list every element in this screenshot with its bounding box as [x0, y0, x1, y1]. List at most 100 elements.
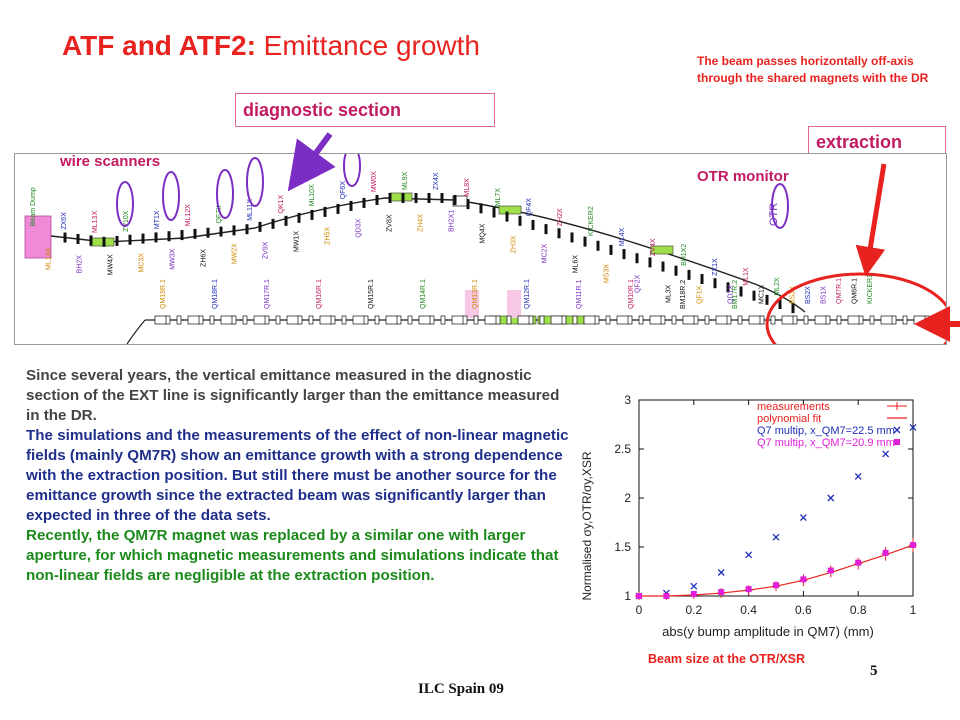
magnet-tick	[648, 257, 652, 268]
beam-note: The beam passes horizontally off-axis th…	[697, 54, 929, 85]
magnet-tick	[518, 215, 522, 226]
lattice-label: ML4X	[619, 227, 626, 246]
magnet-tick	[115, 235, 119, 246]
ring-magnet	[693, 315, 699, 325]
lattice-label: ZH5X	[325, 227, 332, 245]
magnet-tick	[323, 206, 327, 217]
magnet-tick	[128, 234, 132, 245]
magnet-tick	[193, 228, 197, 239]
lattice-label: QF1X	[697, 285, 704, 304]
lattice-label: ZV9X	[263, 241, 270, 259]
magnet-tick	[232, 225, 236, 236]
ring-magnet	[902, 315, 908, 325]
sim-point-20-9	[745, 586, 752, 593]
sim-point-20-9	[690, 591, 697, 598]
sim-point-20-9	[910, 542, 916, 549]
ring-magnet	[528, 315, 534, 325]
lattice-label: QM10R.1	[628, 279, 635, 309]
x-tick-label: 0	[636, 603, 643, 617]
chart-points	[635, 423, 917, 600]
magnet-tick	[791, 303, 795, 314]
lattice-label: QD3X	[356, 218, 363, 237]
ring-magnet	[891, 315, 897, 325]
x-tick-label: 0.8	[850, 603, 867, 617]
otr-monitor-label: OTR monitor	[697, 168, 789, 185]
magnet-tick	[154, 232, 158, 243]
magnet-tick	[544, 224, 548, 235]
magnet-tick	[76, 233, 80, 244]
ring-magnet	[836, 315, 842, 325]
lattice-label: ZX1X	[712, 258, 719, 276]
lattice-label: MW3X	[170, 248, 177, 269]
magnet-tick	[362, 197, 366, 208]
lattice-label: ZV8X	[387, 214, 394, 232]
ring-magnet	[759, 315, 765, 325]
magnet-tick	[505, 211, 509, 222]
lattice-label: ZV4X	[650, 238, 657, 256]
sim-point-22-5	[882, 450, 890, 458]
y-tick-label: 2.5	[614, 442, 631, 456]
ring-magnet	[660, 315, 666, 325]
ring-magnet	[165, 315, 171, 325]
lattice-label: QM6R.1	[852, 278, 859, 304]
ring-magnet	[858, 315, 864, 325]
lattice-label: QM7R.1	[836, 278, 843, 304]
magnet-tick	[479, 203, 483, 214]
legend-marker	[887, 402, 907, 410]
lattice-label: ML1X	[743, 267, 750, 286]
magnet-tick	[609, 244, 613, 255]
lattice-label: ZH2X	[557, 208, 564, 226]
lattice-label: MW4X	[108, 254, 115, 275]
magnet-tick	[349, 200, 353, 211]
lattice-label: MC1X	[759, 284, 766, 304]
lattice-label: ML7X	[495, 188, 502, 207]
paragraph-3: Recently, the QM7R magnet was replaced b…	[26, 527, 559, 584]
diagnostic-section-label: diagnostic section	[235, 93, 495, 127]
ring-magnet	[374, 315, 380, 325]
magnet-tick	[336, 203, 340, 214]
magnet-tick	[492, 207, 496, 218]
ring-magnet	[462, 315, 468, 325]
legend-marker	[894, 439, 900, 445]
lattice-label: QD1X	[728, 285, 735, 304]
diagnostic-arrow-icon	[287, 132, 336, 192]
magnet-tick	[557, 228, 561, 239]
sim-point-22-5	[854, 472, 862, 480]
lattice-label: MW2X	[232, 243, 239, 264]
wire-scanner-highlight	[216, 169, 234, 219]
ring-magnet	[495, 315, 501, 325]
ring-tag-icon	[507, 290, 521, 318]
magnet-tick	[141, 233, 145, 244]
sim-point-20-9	[663, 593, 670, 599]
extraction-arrow-icon	[855, 163, 887, 277]
lattice-label: QM18R.1	[212, 279, 219, 309]
ring-magnet	[429, 315, 435, 325]
magnet-tick	[388, 193, 392, 203]
magnet-tick	[596, 240, 600, 251]
ring-tag-icon	[465, 290, 479, 318]
lattice-label: ML2X	[774, 277, 781, 296]
extraction-beamline	[50, 197, 806, 313]
magnet-tick	[570, 232, 574, 243]
lattice-diagram: Beam Dump ML14X ZX6X BH2X ML13X MW4X ZV10X MC3X…	[14, 153, 947, 345]
magnet-tick	[245, 224, 249, 235]
lattice-label: KICKER1	[867, 274, 874, 304]
lattice-label: QK1X	[278, 195, 285, 214]
wire-scanner-highlight	[246, 157, 264, 207]
magnet-tick	[375, 194, 379, 205]
body-text: Since several years, the vertical emitta…	[26, 366, 574, 586]
lattice-label: ML9X	[402, 171, 409, 190]
lattice-label: ZH4X	[418, 214, 425, 232]
sim-point-20-9	[800, 576, 807, 583]
lattice-label: MW1X	[294, 231, 301, 252]
ring-magnet	[506, 315, 512, 325]
y-tick-label: 2	[624, 491, 631, 505]
magnet-tick	[401, 193, 405, 203]
magnet-tick	[219, 226, 223, 237]
magnet-tick	[427, 193, 431, 203]
chart-caption: Beam size at the OTR/XSR	[648, 652, 805, 666]
magnet-tick	[583, 236, 587, 247]
lattice-label: ZX6X	[61, 212, 68, 230]
ring-magnet	[825, 315, 831, 325]
title-bold: ATF and ATF2:	[62, 30, 256, 61]
